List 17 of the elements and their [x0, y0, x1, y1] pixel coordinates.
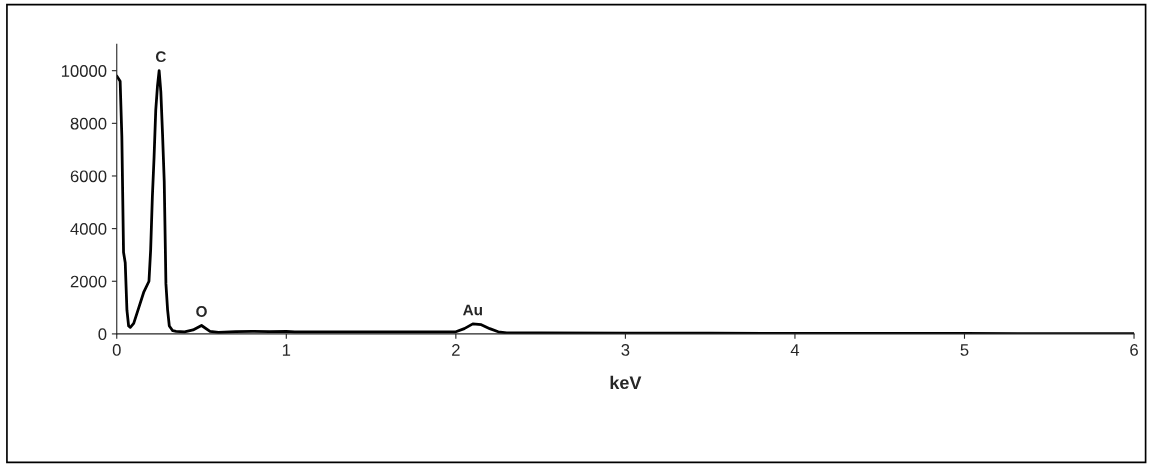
y-tick-label: 10000 — [61, 65, 107, 77]
x-tick-label: 3 — [621, 344, 630, 356]
x-tick-label: 5 — [960, 344, 969, 356]
y-tick-label: 2000 — [70, 275, 107, 288]
annotation: C — [155, 51, 166, 63]
annotation: O — [196, 306, 207, 317]
y-tick-label: 4000 — [70, 223, 107, 235]
x-tick-label: 4 — [790, 344, 800, 356]
x-tick-label: 6 — [1130, 344, 1138, 356]
y-tick-label: 6000 — [70, 170, 107, 183]
y-tick-label: 0 — [98, 328, 107, 341]
x-tick-label: 0 — [112, 344, 121, 356]
x-tick-label: 2 — [452, 344, 460, 356]
x-axis-title: keV — [610, 375, 642, 390]
annotation: Au — [463, 304, 482, 316]
y-tick-label: 8000 — [70, 117, 107, 130]
x-tick-label: 1 — [282, 344, 291, 356]
